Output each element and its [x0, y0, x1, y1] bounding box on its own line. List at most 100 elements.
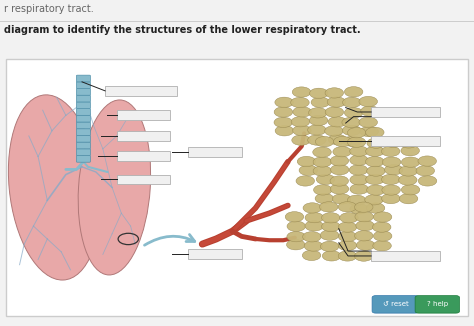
Circle shape	[367, 166, 385, 176]
Circle shape	[365, 127, 384, 138]
Circle shape	[338, 251, 357, 261]
Circle shape	[303, 203, 321, 213]
Circle shape	[327, 97, 346, 107]
FancyBboxPatch shape	[76, 156, 91, 162]
Circle shape	[325, 107, 344, 117]
Circle shape	[310, 115, 328, 126]
Circle shape	[305, 221, 323, 231]
Circle shape	[328, 134, 346, 145]
FancyBboxPatch shape	[76, 95, 91, 102]
Circle shape	[321, 221, 340, 231]
Circle shape	[325, 126, 343, 136]
Circle shape	[343, 136, 362, 146]
Circle shape	[400, 138, 418, 148]
Circle shape	[355, 231, 373, 241]
Circle shape	[347, 195, 366, 205]
Circle shape	[373, 241, 392, 251]
FancyBboxPatch shape	[76, 149, 91, 156]
FancyBboxPatch shape	[76, 102, 91, 109]
Circle shape	[330, 156, 349, 166]
FancyBboxPatch shape	[117, 131, 170, 141]
Circle shape	[328, 117, 346, 127]
Circle shape	[347, 137, 366, 147]
FancyBboxPatch shape	[76, 135, 91, 142]
FancyBboxPatch shape	[76, 122, 91, 129]
FancyBboxPatch shape	[189, 147, 242, 157]
Circle shape	[344, 108, 363, 118]
Circle shape	[355, 212, 374, 222]
Circle shape	[347, 127, 366, 138]
Circle shape	[359, 96, 377, 107]
Circle shape	[330, 165, 349, 175]
Circle shape	[313, 157, 332, 167]
Circle shape	[384, 165, 403, 175]
Circle shape	[305, 213, 324, 223]
Ellipse shape	[78, 100, 151, 275]
Circle shape	[382, 193, 400, 204]
Circle shape	[366, 174, 384, 185]
Circle shape	[343, 97, 361, 108]
Circle shape	[287, 231, 305, 242]
Circle shape	[365, 195, 383, 205]
Circle shape	[366, 185, 385, 195]
Circle shape	[325, 88, 344, 98]
Circle shape	[349, 165, 368, 175]
Circle shape	[373, 222, 391, 232]
Circle shape	[316, 174, 335, 185]
Circle shape	[320, 230, 339, 240]
Circle shape	[299, 165, 318, 175]
Circle shape	[401, 145, 419, 156]
Circle shape	[361, 106, 379, 116]
Circle shape	[319, 202, 338, 212]
Circle shape	[308, 125, 326, 135]
Circle shape	[382, 146, 400, 156]
Text: ↺ reset: ↺ reset	[383, 301, 408, 307]
FancyBboxPatch shape	[76, 75, 91, 82]
Circle shape	[292, 126, 311, 136]
Circle shape	[314, 185, 332, 195]
Circle shape	[365, 156, 384, 167]
Circle shape	[330, 176, 348, 186]
Text: diagram to identify the structures of the lower respiratory tract.: diagram to identify the structures of th…	[4, 25, 360, 36]
Circle shape	[401, 185, 420, 195]
Circle shape	[399, 166, 418, 176]
Circle shape	[355, 202, 373, 212]
Circle shape	[345, 87, 363, 97]
Circle shape	[275, 97, 293, 108]
FancyBboxPatch shape	[371, 107, 439, 117]
Circle shape	[350, 155, 368, 165]
Circle shape	[418, 176, 437, 186]
Circle shape	[297, 156, 316, 167]
Circle shape	[350, 204, 368, 214]
Circle shape	[320, 241, 339, 252]
Circle shape	[384, 137, 402, 147]
Circle shape	[302, 232, 321, 242]
Circle shape	[332, 194, 351, 204]
Circle shape	[355, 251, 373, 261]
FancyBboxPatch shape	[189, 249, 242, 259]
Circle shape	[304, 241, 323, 251]
Circle shape	[285, 212, 304, 222]
FancyBboxPatch shape	[76, 142, 91, 149]
Circle shape	[292, 87, 311, 97]
Circle shape	[309, 108, 327, 118]
FancyBboxPatch shape	[76, 109, 91, 115]
FancyBboxPatch shape	[117, 151, 170, 161]
Circle shape	[274, 107, 292, 117]
Circle shape	[287, 240, 305, 250]
Circle shape	[291, 117, 310, 127]
Circle shape	[350, 184, 368, 194]
Circle shape	[291, 97, 309, 108]
Circle shape	[315, 193, 334, 204]
Circle shape	[333, 147, 351, 157]
Circle shape	[383, 157, 401, 167]
Circle shape	[310, 88, 328, 98]
Circle shape	[313, 147, 331, 157]
Circle shape	[374, 212, 392, 222]
Circle shape	[356, 220, 374, 231]
Circle shape	[322, 251, 341, 261]
Circle shape	[340, 213, 358, 223]
FancyBboxPatch shape	[76, 89, 91, 95]
Circle shape	[418, 156, 437, 166]
FancyBboxPatch shape	[371, 137, 439, 146]
